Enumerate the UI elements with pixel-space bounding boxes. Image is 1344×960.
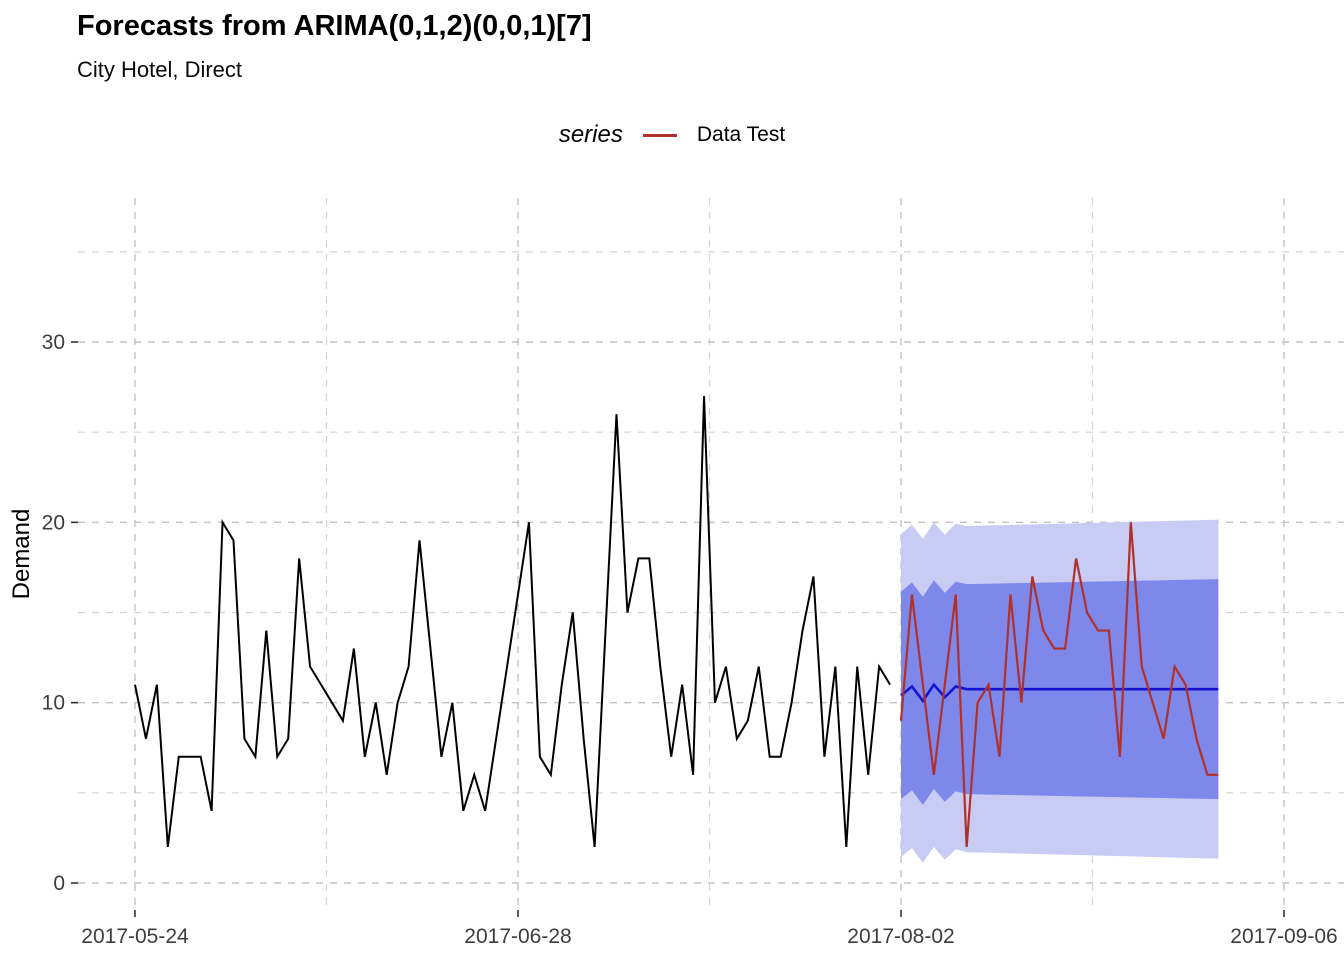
legend-title: series bbox=[558, 121, 623, 148]
test-data-line bbox=[899, 522, 1219, 848]
x-tick-label: 2017-09-06 bbox=[1230, 925, 1337, 948]
x-tick-label: 2017-06-28 bbox=[464, 925, 571, 948]
y-tick-label: 0 bbox=[53, 872, 65, 895]
x-tick-label: 2017-08-02 bbox=[847, 925, 954, 948]
chart-subtitle: City Hotel, Direct bbox=[77, 57, 243, 82]
page-title: Forecasts from ARIMA(0,1,2)(0,0,1)[7] bbox=[77, 10, 592, 42]
legend: series Data Test bbox=[0, 116, 1344, 154]
legend-line-swatch bbox=[642, 133, 677, 137]
y-tick-label: 20 bbox=[42, 511, 65, 534]
y-tick-label: 10 bbox=[42, 692, 65, 715]
x-tick-label: 2017-05-24 bbox=[81, 925, 189, 948]
y-tick-label: 30 bbox=[42, 331, 65, 354]
historical-line bbox=[134, 396, 891, 848]
forecast-line bbox=[900, 682, 1219, 704]
legend-item-label: Data Test bbox=[696, 123, 786, 146]
